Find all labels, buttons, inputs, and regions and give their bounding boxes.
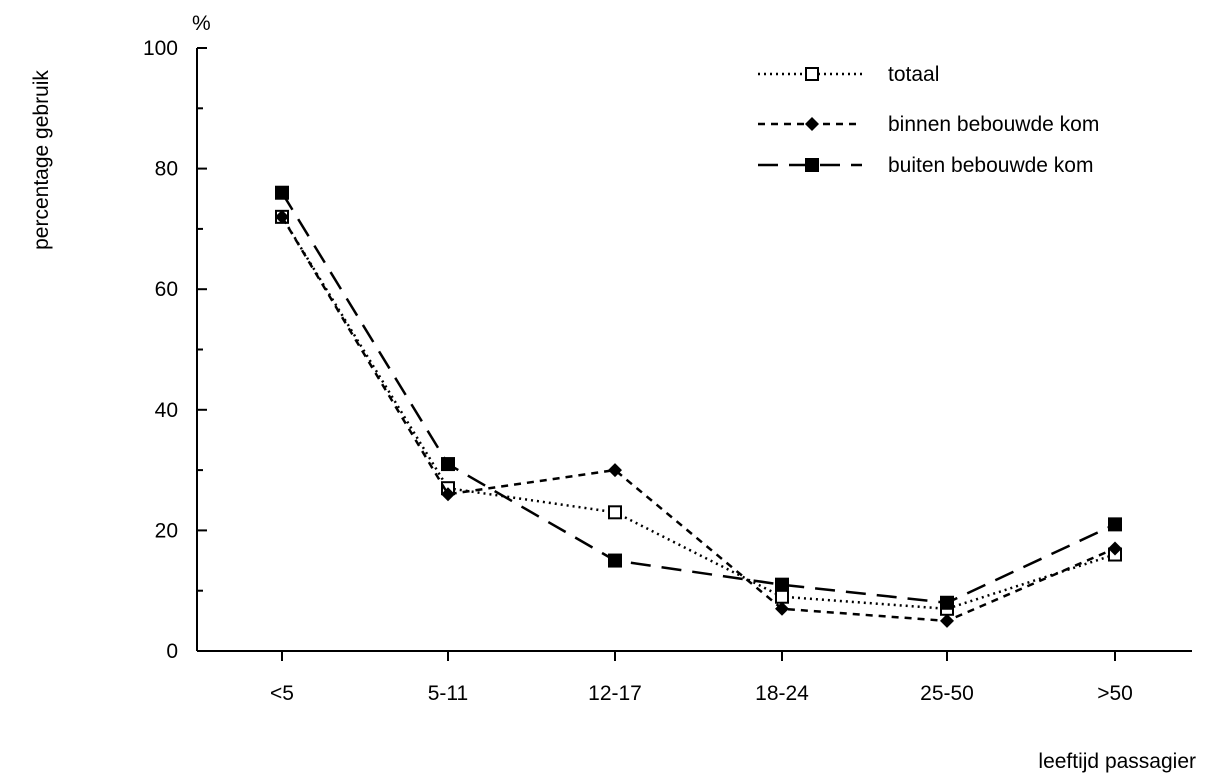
legend-label: totaal — [888, 63, 939, 86]
filled-square-marker — [1108, 517, 1122, 532]
x-tick-label: 25-50 — [920, 682, 974, 705]
x-axis-title: leeftijd passagier — [1038, 750, 1196, 773]
diamond-marker — [775, 601, 789, 616]
legend: totaal binnen bebouwde kom buiten bebouwde… — [758, 63, 1099, 177]
legend-item: buiten bebouwde kom — [758, 154, 1093, 177]
filled-square-marker — [775, 577, 789, 592]
legend-label: buiten bebouwde kom — [888, 154, 1093, 177]
legend-item: binnen bebouwde kom — [758, 113, 1099, 136]
diamond-marker — [940, 613, 954, 628]
diamond-marker — [441, 487, 455, 502]
series-1 — [275, 209, 1122, 616]
y-tick-label: 80 — [155, 158, 178, 181]
y-tick-label: 60 — [155, 278, 178, 301]
series-line — [280, 216, 1116, 611]
diamond-marker — [608, 463, 622, 478]
open-square-marker — [775, 589, 789, 604]
x-tick-label: <5 — [270, 682, 294, 705]
y-tick-label: 0 — [166, 640, 178, 663]
legend-label: binnen bebouwde kom — [888, 113, 1099, 136]
open-square-marker — [608, 505, 622, 520]
x-ticks: <5 5-11 12-17 18-24 25-50 >50 — [270, 651, 1133, 705]
filled-square-marker — [441, 457, 455, 472]
filled-square-marker — [805, 158, 819, 172]
x-tick-label: 5-11 — [428, 682, 468, 705]
y-axis-title: percentage gebruik — [30, 70, 53, 250]
series-layer — [275, 185, 1122, 628]
series-line — [280, 192, 1116, 605]
x-tick-label: 18-24 — [755, 682, 809, 705]
filled-square-marker — [275, 185, 289, 200]
series-3 — [275, 185, 1122, 610]
y-tick-label: 20 — [155, 519, 178, 542]
series-2 — [275, 209, 1122, 628]
x-tick-label: 12-17 — [588, 682, 642, 705]
filled-square-marker — [608, 553, 622, 568]
diamond-marker — [1108, 541, 1122, 556]
diamond-marker — [275, 209, 289, 224]
y-tick-label: 100 — [143, 37, 178, 60]
y-ticks: 0 20 40 60 80 100 — [143, 37, 207, 663]
series-line — [280, 216, 1116, 623]
y-unit-label: % — [192, 12, 211, 35]
diamond-marker — [805, 117, 819, 131]
filled-square-marker — [940, 595, 954, 610]
legend-item: totaal — [758, 63, 939, 86]
y-tick-label: 40 — [155, 399, 178, 422]
x-tick-label: >50 — [1097, 682, 1133, 705]
open-square-marker — [805, 67, 819, 81]
